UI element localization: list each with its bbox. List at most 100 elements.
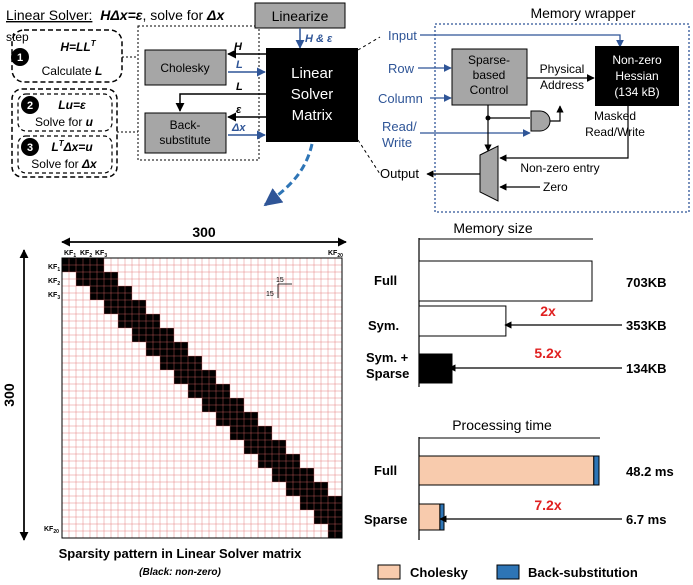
linear-solver-diagram: Linear Solver: HΔx=ε, solve for Δx step … bbox=[6, 2, 381, 207]
wire-l2 bbox=[175, 93, 266, 112]
wrapper-link bbox=[357, 139, 381, 175]
svg-text:H & ε: H & ε bbox=[305, 33, 333, 45]
output-mux bbox=[479, 145, 499, 202]
readwrite-label-1: Read/ bbox=[382, 119, 417, 134]
sparse-control-block bbox=[451, 48, 528, 106]
step-2-eq: Lu=ε bbox=[58, 98, 86, 112]
processing-time-chart: Processing time Full Sparse 48.2 ms 6.7 … bbox=[364, 417, 674, 580]
hessian-block bbox=[595, 46, 679, 106]
linearize-label: Linearize bbox=[272, 8, 329, 24]
memory-wrapper-diagram: Memory wrapper Input Row Column Read/ Wr… bbox=[378, 5, 690, 213]
svg-text:ε: ε bbox=[236, 104, 242, 116]
mem-reduction-1: 2x bbox=[540, 303, 556, 319]
step-1-box bbox=[11, 29, 123, 83]
readwrite-label-2: Write bbox=[382, 135, 412, 150]
matrix-border bbox=[61, 257, 343, 539]
cell-size-annotation: 15 15 bbox=[266, 277, 292, 298]
step-1-eq: H=LLT bbox=[60, 39, 96, 54]
sparsity-panel: 300 300 KF1 KF2 KF3 KF20 KF1 KF2 KF3 KF2… bbox=[1, 224, 347, 578]
cholesky-block bbox=[144, 49, 227, 86]
output-label: Output bbox=[380, 166, 419, 181]
svg-text:Address: Address bbox=[540, 78, 584, 92]
legend-cholesky-swatch bbox=[377, 564, 401, 580]
step-label: step bbox=[6, 30, 29, 44]
mem-value-sparse: 134KB bbox=[626, 361, 666, 376]
time-value-sparse: 6.7 ms bbox=[626, 512, 666, 527]
steps-2-3-box bbox=[11, 88, 118, 178]
mem-value-sym: 353KB bbox=[626, 318, 666, 333]
row-label: Row bbox=[388, 61, 415, 76]
mem-cat-sym: Sym. bbox=[368, 318, 399, 333]
kf-col-20: KF20 bbox=[328, 250, 343, 259]
cell-width-label: 15 bbox=[276, 277, 284, 284]
svg-text:1: 1 bbox=[17, 52, 23, 64]
kf-row-1: KF1 bbox=[48, 264, 60, 273]
sparsity-caption: Sparsity pattern in Linear Solver matrix bbox=[59, 546, 303, 561]
kf-row-2: KF2 bbox=[48, 278, 60, 287]
time-bar-full-cholesky bbox=[418, 455, 595, 486]
step-2-box bbox=[17, 93, 113, 132]
mem-value-full: 703KB bbox=[626, 275, 666, 290]
svg-text:3: 3 bbox=[27, 142, 33, 154]
processing-box bbox=[137, 25, 260, 161]
step-3-badge bbox=[21, 138, 39, 156]
memory-bar-full bbox=[418, 260, 593, 302]
control-to-gate bbox=[487, 105, 530, 119]
svg-text:Read/Write: Read/Write bbox=[585, 125, 645, 139]
svg-text:L: L bbox=[236, 81, 243, 93]
svg-text:(134 kB): (134 kB) bbox=[614, 85, 659, 99]
time-value-full: 48.2 ms bbox=[626, 464, 674, 479]
kf-col-3: KF3 bbox=[95, 250, 107, 259]
height-label: 300 bbox=[1, 383, 17, 407]
svg-text:Physical: Physical bbox=[540, 62, 585, 76]
zoom-arrow bbox=[263, 143, 314, 207]
solver-title: Linear Solver: HΔx=ε, solve for Δx bbox=[6, 7, 225, 23]
step-3-eq: LTΔx=u bbox=[51, 139, 93, 154]
input-wire bbox=[420, 34, 624, 48]
sparsity-matrix bbox=[61, 257, 343, 539]
mem-cat-full: Full bbox=[374, 273, 397, 288]
step-3-desc: Solve for Δx bbox=[31, 157, 98, 171]
step-2-badge bbox=[21, 96, 39, 114]
memory-wrapper-title: Memory wrapper bbox=[530, 5, 635, 21]
svg-text:Δx: Δx bbox=[231, 122, 246, 134]
wrapper-link bbox=[357, 36, 381, 51]
legend-cholesky-label: Cholesky bbox=[410, 565, 469, 580]
kf-row-3: KF3 bbox=[48, 292, 60, 301]
legend-backsub-label: Back-substitution bbox=[528, 565, 638, 580]
svg-text:based: based bbox=[473, 68, 506, 82]
cell-height-label: 15 bbox=[266, 291, 274, 298]
time-bar-sparse-cholesky bbox=[418, 503, 441, 531]
masked-wire bbox=[550, 105, 564, 122]
mem-cat-sparse-1: Sym. + bbox=[366, 350, 409, 365]
column-label: Column bbox=[378, 91, 423, 106]
svg-text:Non-zero: Non-zero bbox=[612, 53, 662, 67]
kf-col-2: KF2 bbox=[80, 250, 92, 259]
memory-size-chart: Memory size Full Sym. Sym. + Sparse 703K… bbox=[366, 220, 666, 387]
kf-col-1: KF1 bbox=[64, 250, 76, 259]
svg-text:L: L bbox=[236, 59, 243, 71]
step-2-desc: Solve for u bbox=[35, 115, 94, 129]
backsub-block bbox=[144, 112, 227, 154]
linearize-block bbox=[254, 2, 346, 29]
time-cat-sparse: Sparse bbox=[364, 512, 407, 527]
svg-text:Non-zero entry: Non-zero entry bbox=[520, 161, 599, 175]
mem-reduction-2: 5.2x bbox=[534, 345, 561, 361]
time-chart-title: Processing time bbox=[452, 417, 552, 433]
time-bar-sparse-backsub bbox=[439, 503, 445, 531]
svg-text:Back-: Back- bbox=[170, 118, 201, 132]
sparsity-subcaption: (Black: non-zero) bbox=[139, 567, 221, 578]
nonzero-wire bbox=[499, 106, 629, 162]
time-reduction: 7.2x bbox=[534, 497, 561, 513]
svg-text:substitute: substitute bbox=[159, 133, 211, 147]
svg-text:Control: Control bbox=[470, 83, 509, 97]
svg-text:Masked: Masked bbox=[594, 109, 636, 123]
memory-chart-title: Memory size bbox=[453, 220, 533, 236]
svg-text:Solver: Solver bbox=[291, 86, 334, 103]
time-bar-full-backsub bbox=[593, 455, 600, 486]
svg-text:Matrix: Matrix bbox=[292, 107, 333, 124]
step-1-desc: Calculate L bbox=[42, 64, 103, 78]
svg-text:Linear: Linear bbox=[291, 65, 333, 82]
cholesky-label: Cholesky bbox=[160, 61, 209, 75]
